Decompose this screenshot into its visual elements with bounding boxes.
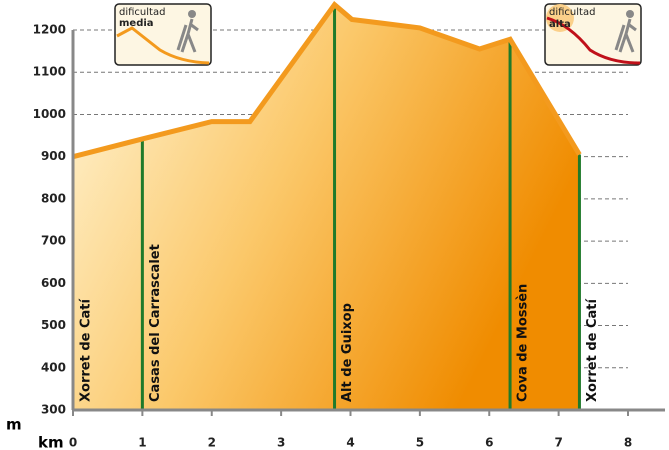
x-tick-label: 5: [416, 436, 424, 450]
badge-text: alta: [549, 19, 571, 30]
x-tick-label: 0: [69, 436, 77, 450]
y-tick-label: 800: [41, 191, 66, 205]
x-tick-label: 1: [138, 436, 146, 450]
area: [73, 4, 580, 411]
line: [72, 1, 582, 160]
x-tick-label: 2: [208, 436, 216, 450]
y-tick-label: 400: [41, 360, 66, 374]
y-tick-label: 500: [41, 318, 66, 332]
waypoint-label: Xorret de Catí: [585, 297, 600, 402]
badge-text: dificultad: [119, 7, 165, 18]
waypoint-label: Cova de Mossèn: [516, 284, 531, 402]
waypoint-label: Xorret de Catí: [79, 297, 94, 402]
y-tick-label: 1200: [33, 23, 66, 37]
x-axis-label: km: [38, 434, 64, 450]
y-axis-label: m: [6, 416, 22, 434]
y-tick-label: 300: [41, 403, 66, 417]
y-tick-label: 700: [41, 234, 66, 248]
waypoint-label: Casas del Carrascalet: [148, 244, 163, 402]
x-tick-label: 8: [624, 436, 632, 450]
x-tick-label: 6: [485, 436, 493, 450]
waypoint-label: Alt de Guixop: [340, 303, 355, 402]
badge-text: dificultad: [549, 7, 595, 18]
x-tick-label: 4: [346, 436, 354, 450]
x-tick-label: 3: [277, 436, 285, 450]
y-tick-label: 600: [41, 276, 66, 290]
badge: dificultad alta: [544, 3, 642, 66]
x-tick-label: 7: [554, 436, 562, 450]
badge-text: media: [119, 18, 154, 29]
y-tick-label: 1000: [33, 107, 66, 121]
y-tick-label: 900: [41, 149, 66, 163]
badge: dificultad media: [114, 3, 212, 66]
y-tick-label: 1100: [33, 65, 66, 79]
